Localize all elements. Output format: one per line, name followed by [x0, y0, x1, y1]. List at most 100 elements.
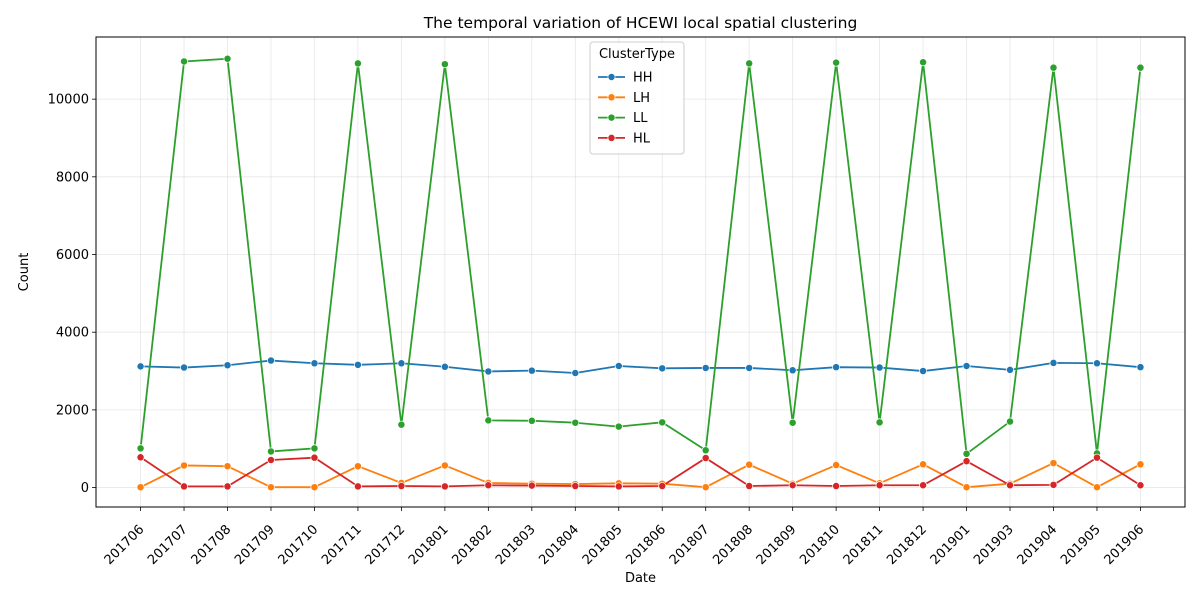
series-ll — [136, 54, 1145, 458]
data-point-hh — [397, 359, 406, 368]
data-point-lh — [1136, 460, 1145, 469]
y-axis-title: Count — [17, 253, 32, 292]
data-point-ll — [875, 418, 884, 427]
legend-label-ll: LL — [633, 111, 648, 126]
data-point-ll — [397, 420, 406, 429]
legend-label-hh: HH — [633, 71, 653, 86]
data-point-lh — [440, 461, 449, 470]
data-point-ll — [223, 54, 232, 63]
data-point-hl — [353, 482, 362, 491]
data-point-hl — [571, 482, 580, 490]
data-point-hh — [571, 369, 580, 377]
data-point-hh — [353, 360, 362, 369]
data-point-lh — [1049, 459, 1058, 468]
data-point-lh — [180, 461, 188, 470]
data-point-hl — [397, 482, 406, 490]
data-point-lh — [1093, 483, 1101, 492]
data-point-hh — [1136, 363, 1145, 372]
data-point-hh — [1006, 365, 1014, 374]
series-line-hl — [140, 456, 1141, 488]
data-point-ll — [180, 57, 188, 66]
data-point-ll — [1136, 63, 1145, 72]
data-point-ll — [440, 60, 449, 69]
data-point-hl — [223, 482, 232, 491]
data-point-hl — [614, 482, 623, 491]
series-line-hh — [140, 359, 1141, 374]
data-point-lh — [745, 460, 754, 469]
data-point-hl — [658, 482, 667, 490]
data-point-lh — [223, 462, 232, 471]
data-point-lh — [701, 483, 710, 492]
data-point-ll — [788, 418, 797, 427]
data-point-hh — [484, 367, 493, 376]
chart-title: The temporal variation of HCEWI local sp… — [423, 14, 858, 32]
legend-label-lh: LH — [633, 91, 650, 106]
series-lh — [136, 459, 1145, 492]
x-axis-title: Date — [625, 571, 656, 586]
series-line-ll — [139, 57, 1142, 455]
data-point-hl — [1136, 481, 1145, 490]
data-point-hh — [267, 356, 275, 365]
data-point-hh — [962, 362, 971, 370]
data-point-hh — [440, 362, 449, 371]
data-point-hl — [1049, 480, 1058, 489]
data-point-hh — [832, 363, 841, 372]
y-tick-label: 4000 — [56, 326, 89, 341]
data-point-hl — [267, 456, 275, 464]
data-point-hh — [1093, 359, 1101, 368]
legend-item-hl: HL — [598, 131, 651, 146]
legend-marker-ll — [607, 113, 616, 122]
legend-marker-lh — [607, 93, 616, 102]
data-point-hl — [788, 481, 797, 490]
data-point-hh — [919, 367, 928, 375]
data-point-lh — [310, 483, 319, 492]
legend-marker-hh — [607, 73, 616, 81]
legend-marker-hl — [607, 133, 616, 142]
data-point-hl — [962, 457, 971, 466]
data-point-hh — [701, 363, 710, 372]
data-point-hh — [1049, 358, 1058, 367]
data-point-hl — [1093, 453, 1101, 462]
grid — [96, 37, 1185, 507]
data-point-hl — [1006, 481, 1014, 490]
data-point-ll — [745, 59, 754, 68]
data-point-hl — [180, 482, 188, 491]
data-point-lh — [962, 483, 971, 492]
data-point-hh — [745, 363, 754, 372]
series-hh — [136, 356, 1145, 377]
data-point-ll — [310, 444, 319, 453]
data-point-hh — [875, 363, 884, 372]
data-point-hl — [527, 481, 536, 490]
legend-item-lh: LH — [598, 91, 650, 106]
series-layer — [136, 54, 1145, 492]
y-tick-label: 6000 — [56, 248, 89, 263]
data-point-ll — [527, 416, 536, 425]
legend-label-hl: HL — [633, 131, 651, 146]
data-point-lh — [919, 460, 928, 469]
data-point-ll — [962, 449, 971, 458]
legend-box — [589, 41, 685, 155]
data-point-hl — [745, 482, 754, 490]
data-point-lh — [832, 461, 841, 469]
data-point-lh — [353, 462, 362, 471]
y-tick-label: 2000 — [56, 403, 89, 418]
data-point-ll — [1006, 417, 1014, 426]
data-point-hl — [310, 453, 319, 462]
data-point-hl — [136, 453, 145, 462]
data-point-ll — [1049, 63, 1058, 72]
data-point-lh — [267, 483, 275, 492]
data-point-ll — [267, 447, 275, 456]
data-point-ll — [832, 58, 841, 67]
data-point-hl — [440, 482, 449, 491]
data-point-hl — [919, 481, 928, 490]
data-point-ll — [701, 446, 710, 455]
data-point-ll — [571, 418, 580, 427]
data-point-hh — [614, 362, 623, 370]
data-point-ll — [353, 59, 362, 68]
y-tick-label: 10000 — [48, 93, 89, 108]
data-point-hh — [223, 361, 232, 370]
data-point-hh — [180, 363, 188, 372]
data-point-hl — [832, 482, 841, 490]
series-hl — [136, 453, 1145, 491]
